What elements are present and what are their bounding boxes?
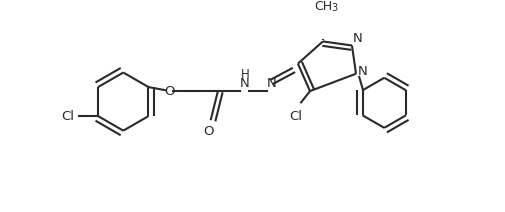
- Text: N: N: [352, 32, 362, 45]
- Text: N: N: [266, 77, 276, 90]
- Text: N: N: [358, 65, 367, 78]
- Text: 3: 3: [332, 3, 338, 13]
- Text: O: O: [164, 85, 175, 98]
- Text: Cl: Cl: [289, 110, 302, 123]
- Text: Cl: Cl: [61, 110, 74, 123]
- Text: O: O: [204, 126, 214, 138]
- Text: H: H: [240, 68, 249, 81]
- Text: CH: CH: [314, 0, 332, 13]
- Text: N: N: [240, 77, 250, 90]
